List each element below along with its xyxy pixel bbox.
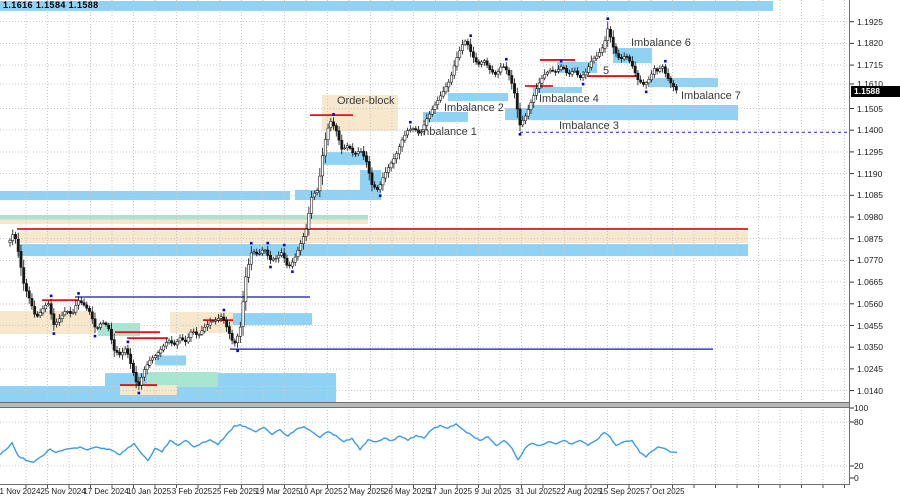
frame-layer [0,0,854,488]
x-axis-label: 10 Jan 2025 [126,487,172,496]
upper-imbalance-band [0,1,773,11]
imbalance-6-label[interactable]: Imbalance 6 [631,37,691,49]
y-axis-label: 1.0350 [857,342,883,353]
imbalance-3-label[interactable]: Imbalance 3 [559,120,619,132]
y-axis-label: 1.0140 [857,385,883,396]
imbalance-5-zone [557,62,597,73]
y-axis-label: 1.1190 [857,168,883,179]
indicator-scale-label: 80 [854,417,864,427]
y-axis-label: 1.0980 [857,212,883,222]
y-axis-label: 1.1610 [857,79,883,89]
x-axis-label: 22 Aug 2025 [556,487,602,496]
indicator-scale-label: 0 [854,473,859,483]
imbalance-1-label[interactable]: Imbalance 1 [417,126,477,138]
y-axis-label: 1.1085 [857,190,883,201]
order-block-label[interactable]: Order-block [337,95,395,107]
y-axis-label: 1.1925 [857,16,883,27]
x-axis-label: 7 Oct 2025 [645,487,685,496]
x-axis-label: 26 May 2025 [383,487,431,496]
imbalance-7-label[interactable]: Imbalance 7 [681,90,741,102]
y-axis-label: 1.1715 [857,60,883,71]
5-label[interactable]: 5 [603,65,610,77]
x-axis-label: 10 Apr 2025 [299,487,343,496]
y-axis-label: 1.0245 [857,363,883,374]
x-axis-label: 3 Feb 2025 [171,487,213,496]
x-axis-label: 17 Dec 2024 [83,487,129,496]
x-axis-label: 2 May 2025 [343,487,385,496]
grid-layer [0,0,849,484]
y-axis-label: 1.1295 [857,146,883,157]
imbalance-1-zone [423,112,468,122]
indicator-layer [0,423,678,463]
imbalance-4-label[interactable]: Imbalance 4 [539,93,599,105]
bottom-teal-zone [147,372,218,388]
y-axis-label: 1.0875 [857,233,883,244]
x-axis-label: 9 Jul 2025 [474,487,512,496]
imbalance-6-zone [613,48,652,64]
imbalance-4-zone [533,87,582,93]
x-axis-label: 1 Nov 2024 [0,487,41,496]
y-axis-label: 1.0770 [857,255,883,266]
imbalance-7-zone [650,77,718,87]
current-price-tag: 1.1588 [851,86,900,97]
long-imbalance-zone [17,244,748,257]
january-tan-zone [170,312,233,333]
april-pullback-zone [323,152,368,165]
indicator-scale-label: 100 [854,403,869,413]
y-axis-label: 1.0455 [857,320,883,331]
imbalance-3-zone [528,105,738,121]
y-axis-label: 1.0665 [857,277,883,288]
april-imbalance-band [295,189,381,200]
x-axis-label: 25 Feb 2025 [212,487,258,496]
x-axis-label: 31 Jul 2025 [515,487,557,496]
y-axis-label: 1.1400 [857,125,883,136]
fractals-layer [49,17,667,395]
x-axis-label: 17 Jun 2025 [427,487,473,496]
y-axis-label: 1.1820 [857,38,883,49]
january-small-zone [155,355,186,366]
february-zone [228,313,312,326]
bottom-tan-wedge [120,385,177,395]
ohlc-info: 1.1616 1.1584 1.1588 [3,0,99,10]
order-block-long-zone [17,231,748,244]
imbalance-2-zone [448,93,508,102]
y-axis-label: 1.0560 [857,298,883,309]
left-tan-band [0,219,368,224]
zones-layer [0,1,773,403]
x-axis-label: 25 Nov 2024 [40,487,86,496]
imbalance-2-label[interactable]: Imbalance 2 [444,102,504,114]
left-edge-tan-zone [0,311,95,334]
indicator-scale-label: 20 [854,461,864,471]
x-axis-label: 19 Mar 2025 [255,487,301,496]
x-axis-label: 15 Sep 2025 [599,487,645,496]
y-axis-label: 1.1505 [857,103,883,114]
candles-layer [8,21,678,390]
